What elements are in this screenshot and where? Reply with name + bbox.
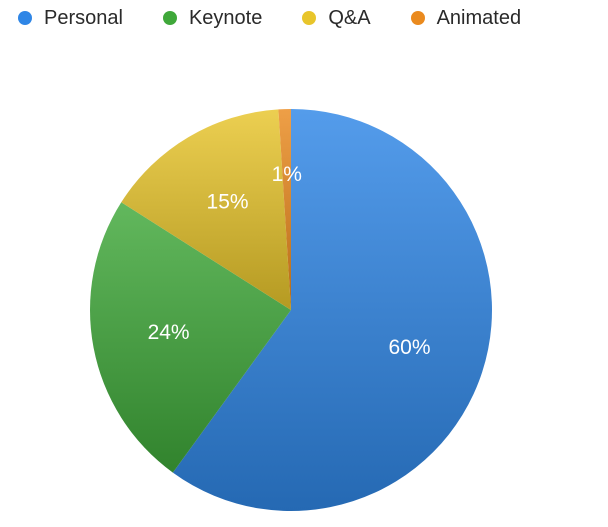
legend-item-keynote: Keynote [162, 6, 263, 30]
legend-label-personal: Personal [44, 6, 123, 29]
slice-label-personal: 60% [389, 336, 431, 359]
legend-swatch-keynote [162, 11, 177, 25]
legend-swatch-animated [410, 11, 425, 25]
chart-legend: Personal Keynote Q&A Animated [18, 5, 521, 31]
legend-swatch-personal [18, 11, 32, 25]
pie-slice-q-a [121, 109, 291, 310]
legend-swatch-qa [302, 11, 317, 25]
pie-slice-animated [278, 109, 291, 310]
legend-item-animated: Animated [410, 6, 522, 30]
legend-item-personal: Personal [18, 7, 123, 30]
slice-label-keynote: 24% [148, 321, 190, 344]
pie-slices [89, 109, 493, 511]
legend-label-qa: Q&A [328, 6, 371, 29]
legend-item-qa: Q&A [302, 6, 371, 30]
legend-label-animated: Animated [436, 6, 522, 29]
legend-label-keynote: Keynote [188, 6, 263, 29]
pie-slice-personal [172, 109, 493, 511]
pie-slice-keynote [89, 202, 291, 473]
pie-labels: 60% 24% 15% 1% [148, 163, 431, 359]
slice-label-q-a: 15% [207, 190, 249, 213]
slice-label-animated: 1% [272, 163, 302, 186]
